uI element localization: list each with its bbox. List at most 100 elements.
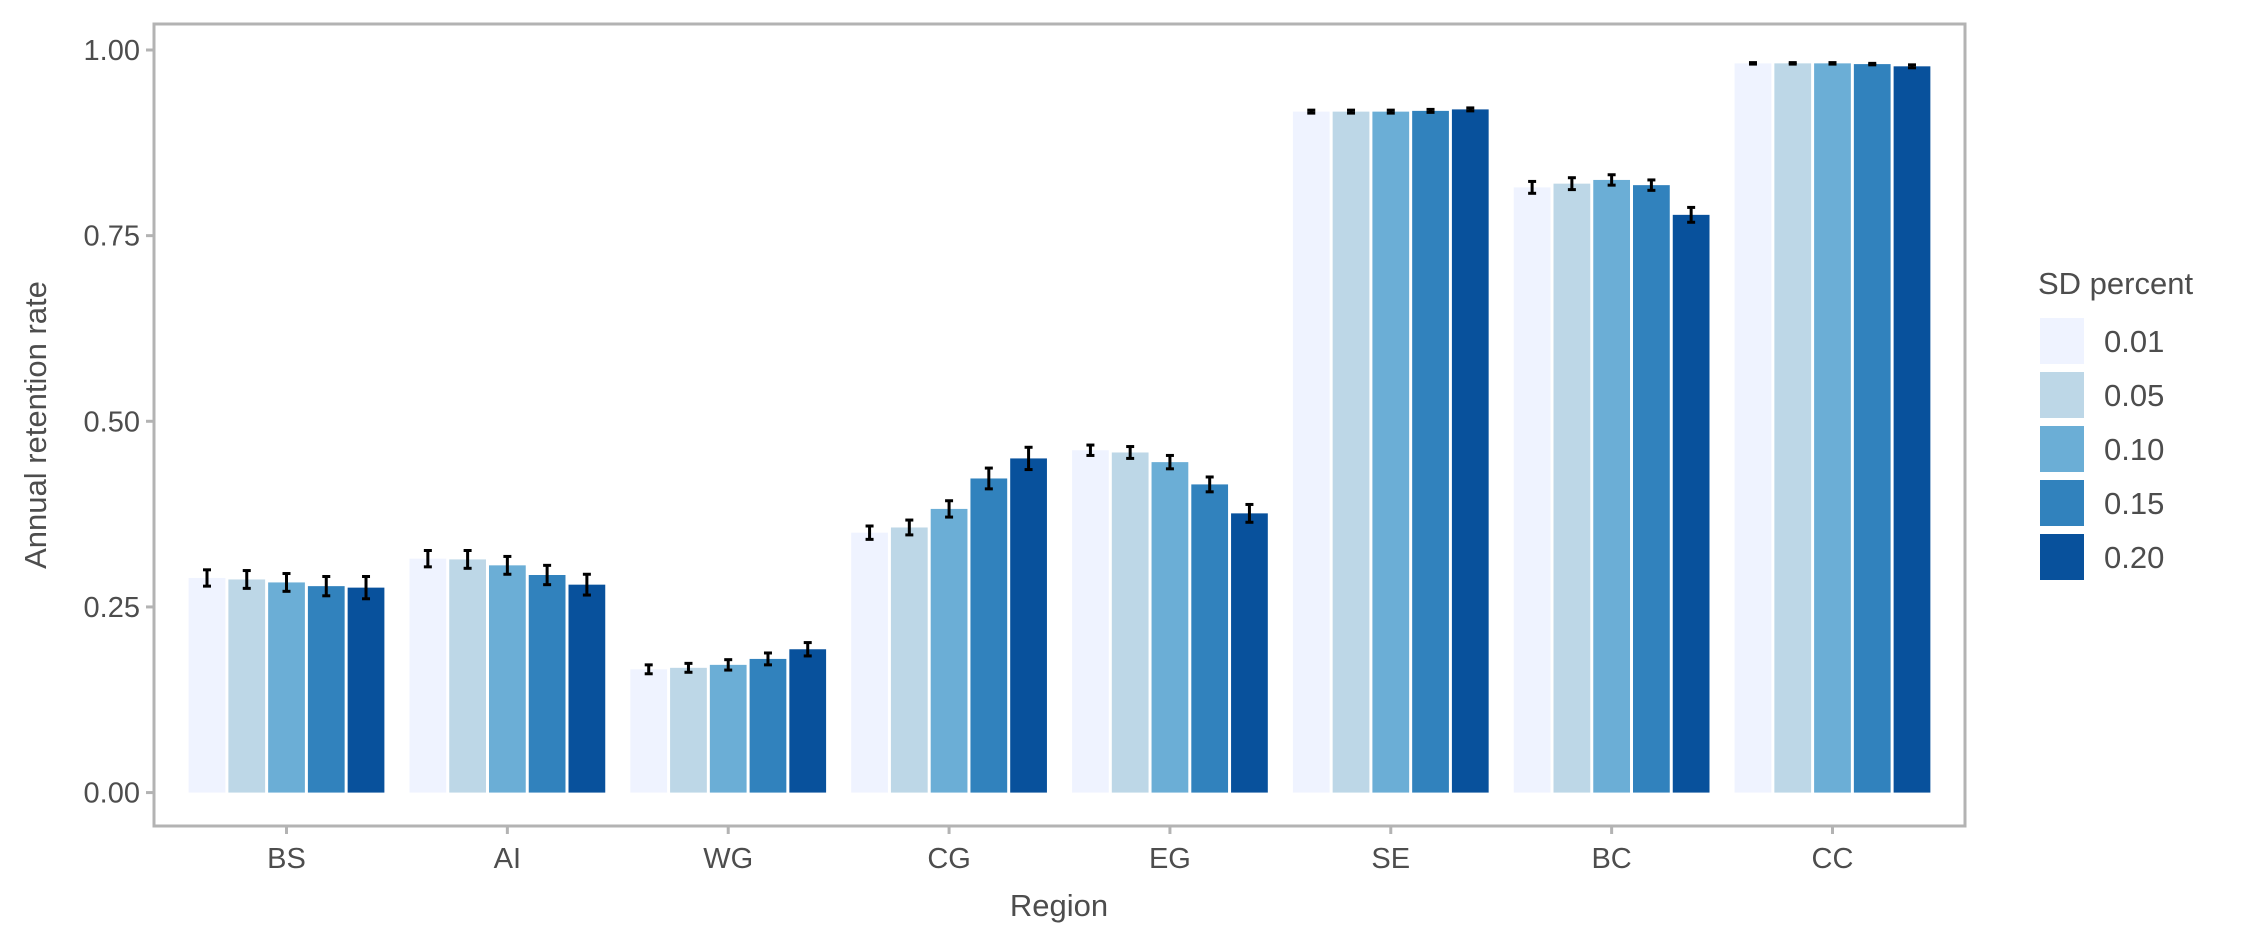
error-bar-se-0.05 — [1347, 108, 1356, 115]
bar-cg-0.20 — [1010, 458, 1047, 793]
bar-ai-0.05 — [449, 559, 486, 793]
legend-label-0.20: 0.20 — [2104, 540, 2164, 575]
error-bar-bs-0.01 — [203, 568, 212, 588]
error-bar-ai-0.10 — [503, 554, 512, 576]
bars-layer — [188, 63, 1931, 793]
error-bar-bc-0.01 — [1528, 179, 1537, 195]
plot-panel-border — [152, 22, 1967, 828]
x-tick-label-bs: BS — [267, 843, 306, 875]
x-axis-title: Region — [1010, 888, 1108, 923]
bar-eg-0.20 — [1231, 513, 1268, 793]
legend-key-0.10 — [2040, 426, 2084, 472]
error-bar-bs-0.15 — [322, 574, 331, 598]
bar-eg-0.05 — [1111, 452, 1149, 793]
y-axis: 0.00 0.25 0.50 0.75 1.00 — [84, 35, 154, 810]
bar-se-0.10 — [1372, 111, 1410, 793]
error-bars-layer — [203, 61, 1916, 676]
x-axis: BS AI WG CG EG SE BC CC — [267, 826, 1853, 875]
bar-eg-0.01 — [1072, 450, 1109, 793]
error-bar-eg-0.15 — [1205, 475, 1214, 494]
error-bar-cg-0.10 — [945, 499, 954, 519]
bar-ai-0.01 — [409, 558, 447, 793]
bar-cg-0.01 — [851, 532, 888, 793]
bar-cc-0.05 — [1774, 63, 1812, 793]
error-bar-bs-0.10 — [282, 572, 291, 593]
legend-title: SD percent — [2038, 266, 2193, 301]
error-bar-wg-0.15 — [763, 651, 772, 667]
error-bar-ai-0.20 — [582, 572, 591, 597]
bar-wg-0.05 — [670, 667, 707, 793]
y-tick-label: 1.00 — [84, 35, 140, 67]
legend-label-0.05: 0.05 — [2104, 378, 2164, 413]
legend-label-0.15: 0.15 — [2104, 486, 2164, 521]
x-tick-label-ai: AI — [494, 843, 521, 875]
bar-bs-0.20 — [347, 587, 385, 793]
legend-key-0.05 — [2040, 372, 2084, 418]
error-bar-wg-0.05 — [684, 661, 693, 674]
bar-se-0.15 — [1412, 110, 1449, 793]
x-tick-label-cc: CC — [1812, 843, 1854, 875]
bar-cc-0.10 — [1814, 63, 1851, 793]
legend-key-0.15 — [2040, 480, 2084, 526]
error-bar-cg-0.05 — [905, 518, 914, 537]
bar-se-0.05 — [1332, 111, 1370, 793]
bar-bs-0.01 — [188, 577, 226, 793]
bar-cc-0.20 — [1893, 66, 1931, 793]
y-tick-label: 0.75 — [84, 221, 140, 253]
legend-key-0.20 — [2040, 534, 2084, 580]
bar-ai-0.20 — [568, 584, 606, 793]
error-bar-se-0.20 — [1466, 106, 1475, 113]
error-bar-bs-0.20 — [362, 574, 371, 601]
bar-bs-0.10 — [268, 582, 305, 793]
bar-se-0.20 — [1451, 109, 1489, 793]
error-bar-bc-0.10 — [1607, 173, 1616, 187]
error-bar-eg-0.20 — [1245, 502, 1254, 524]
bar-bc-0.10 — [1593, 179, 1631, 793]
y-tick-label: 0.25 — [84, 592, 140, 624]
error-bar-cc-0.20 — [1907, 63, 1916, 70]
bar-cg-0.15 — [970, 478, 1008, 793]
bar-wg-0.01 — [630, 669, 668, 793]
error-bar-cg-0.20 — [1024, 445, 1033, 472]
error-bar-eg-0.10 — [1165, 453, 1174, 471]
error-bar-bs-0.05 — [242, 569, 251, 590]
error-bar-bc-0.05 — [1567, 176, 1576, 192]
bar-eg-0.10 — [1151, 462, 1189, 793]
error-bar-eg-0.05 — [1126, 445, 1135, 460]
bar-ai-0.15 — [528, 575, 566, 793]
error-bar-se-0.01 — [1307, 108, 1316, 115]
bar-wg-0.15 — [749, 658, 787, 793]
legend-label-0.10: 0.10 — [2104, 432, 2164, 467]
bar-wg-0.10 — [709, 664, 747, 793]
bar-bc-0.05 — [1553, 183, 1591, 793]
error-bar-cg-0.15 — [984, 466, 993, 491]
legend-key-0.01 — [2040, 318, 2084, 364]
error-bar-se-0.15 — [1426, 107, 1435, 114]
error-bar-wg-0.10 — [724, 658, 733, 672]
error-bar-eg-0.01 — [1086, 443, 1095, 457]
bar-wg-0.20 — [789, 649, 827, 793]
y-axis-title: Annual retention rate — [18, 281, 53, 569]
bar-cc-0.15 — [1853, 64, 1891, 793]
error-bar-wg-0.01 — [644, 663, 653, 676]
bar-bs-0.05 — [228, 579, 266, 793]
error-bar-ai-0.05 — [463, 549, 472, 570]
x-tick-label-bc: BC — [1591, 843, 1631, 875]
legend: SD percent 0.01 0.05 0.10 0.15 0.20 — [2038, 266, 2193, 580]
bar-ai-0.10 — [488, 565, 526, 793]
bar-cg-0.05 — [890, 527, 928, 793]
error-bar-ai-0.15 — [543, 563, 552, 587]
error-bar-bc-0.15 — [1647, 178, 1656, 192]
x-tick-label-cg: CG — [927, 843, 971, 875]
bar-bc-0.20 — [1672, 214, 1710, 793]
x-tick-label-se: SE — [1371, 843, 1410, 875]
error-bar-cc-0.05 — [1788, 61, 1797, 66]
bar-se-0.01 — [1292, 111, 1330, 793]
bar-bc-0.01 — [1513, 187, 1551, 793]
error-bar-cc-0.01 — [1748, 61, 1757, 66]
error-bar-ai-0.01 — [423, 549, 432, 569]
bar-eg-0.15 — [1191, 484, 1229, 793]
x-tick-label-wg: WG — [703, 843, 753, 875]
bar-cg-0.10 — [930, 508, 968, 793]
bar-bs-0.15 — [307, 586, 345, 793]
